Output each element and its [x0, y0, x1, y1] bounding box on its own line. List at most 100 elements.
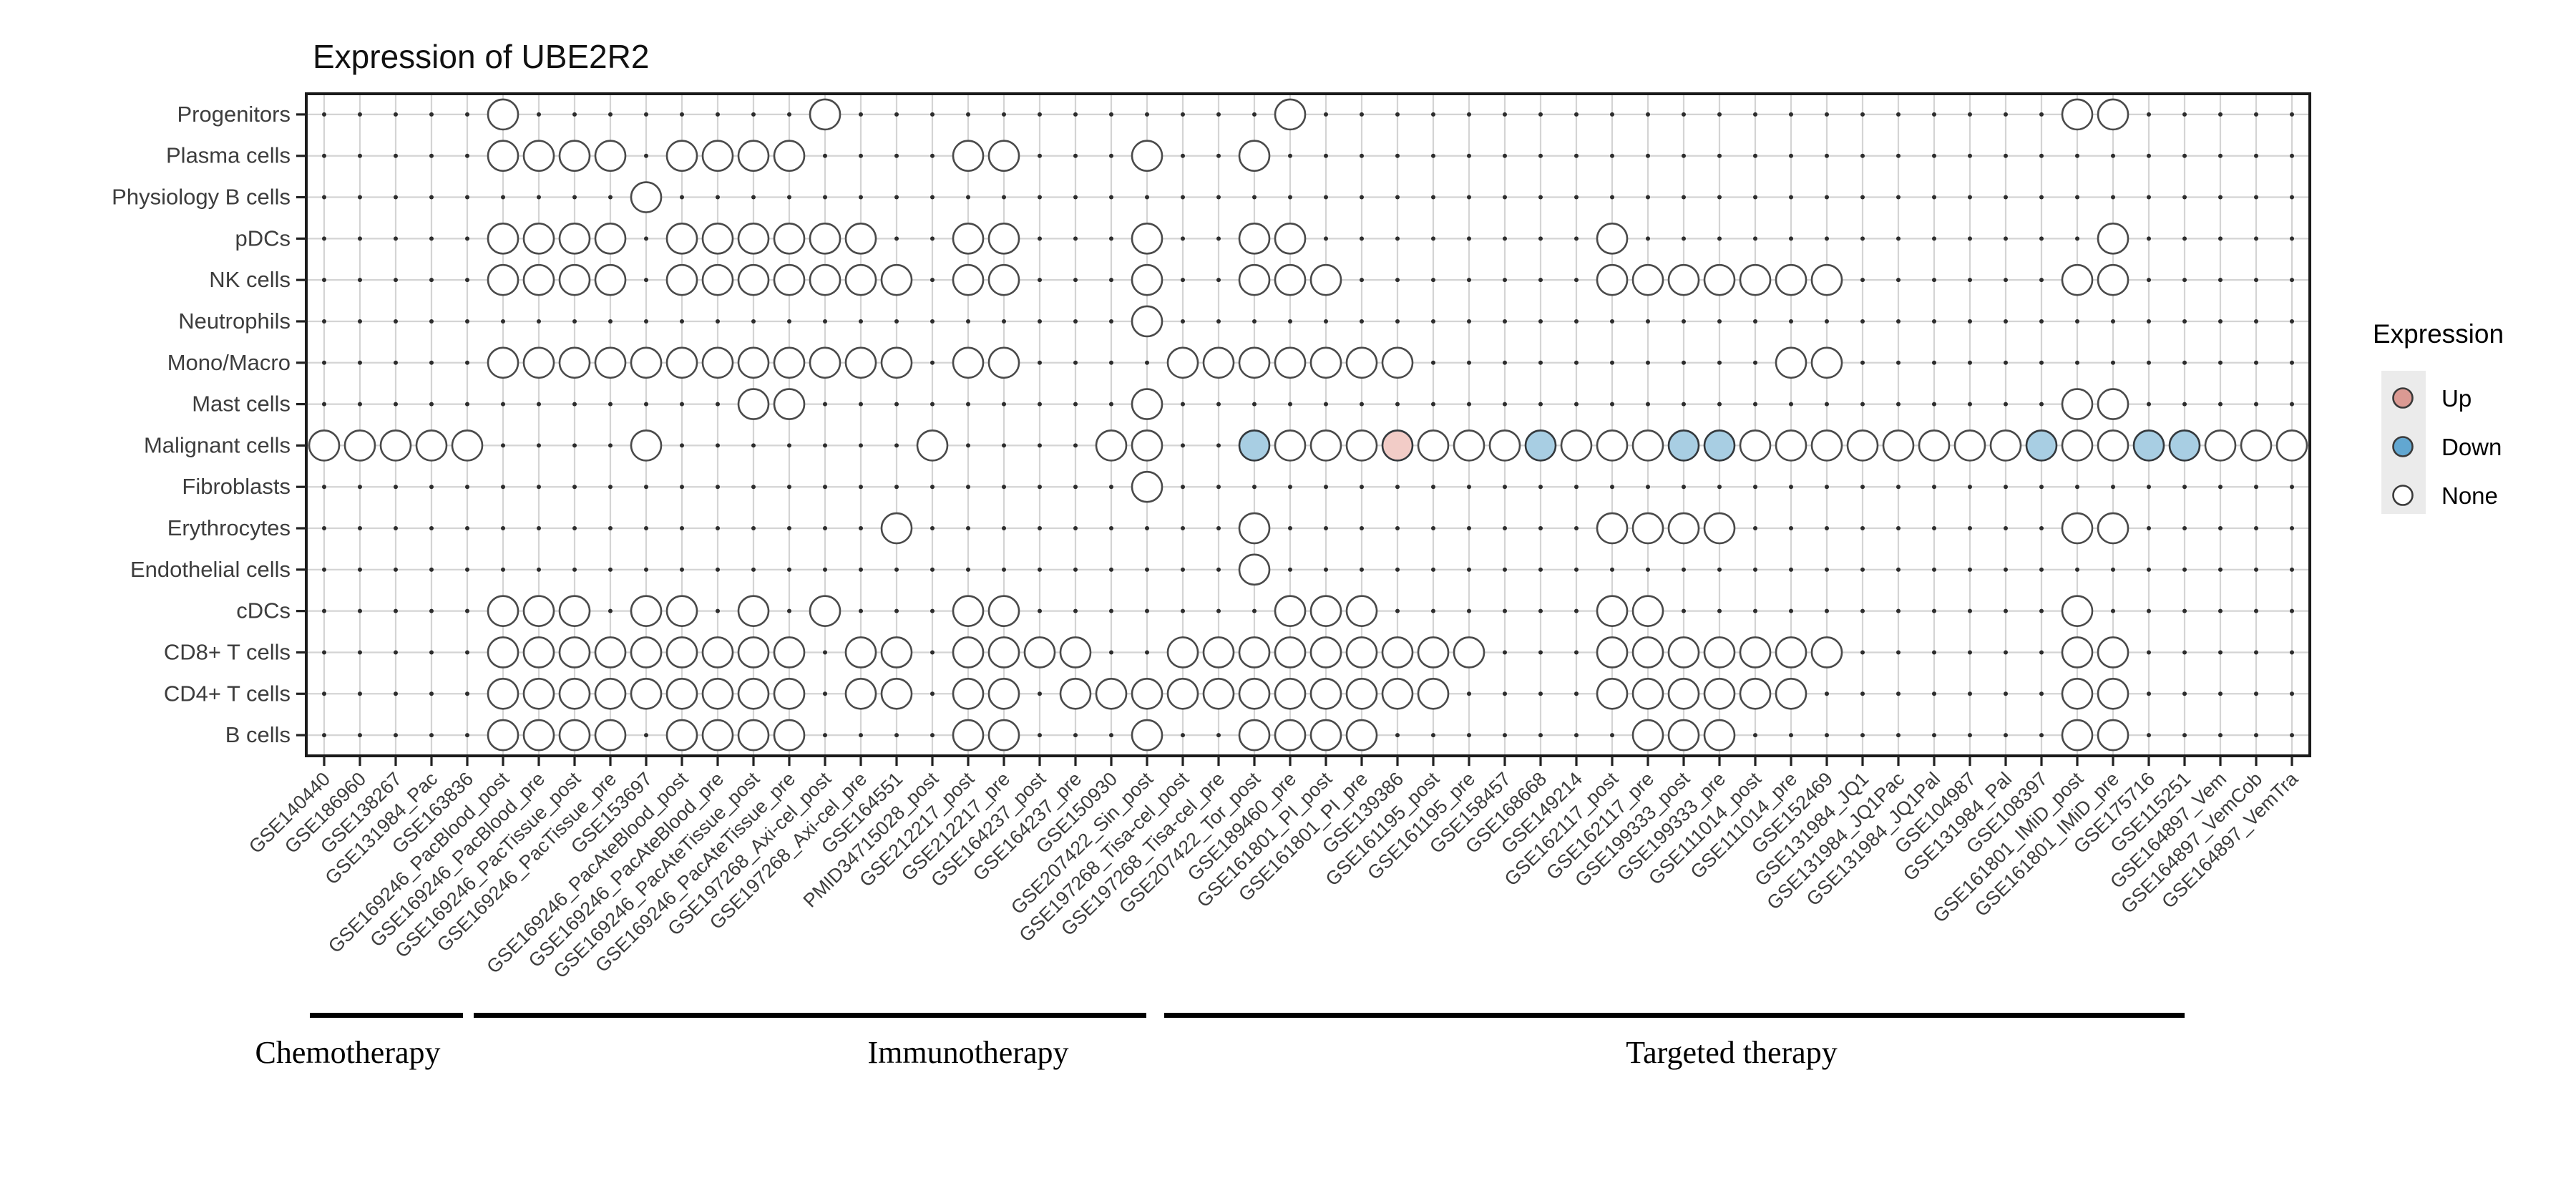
expression-circle-none	[2097, 512, 2129, 545]
grid-dot	[1109, 319, 1113, 324]
expression-circle-none	[880, 512, 913, 545]
grid-dot	[2039, 360, 2044, 365]
grid-dot	[1073, 567, 1078, 572]
grid-dot	[2218, 567, 2223, 572]
expression-circle-none	[701, 719, 734, 752]
grid-dot	[1646, 402, 1650, 407]
grid-dot	[930, 278, 935, 283]
expression-circle-none	[665, 223, 698, 255]
grid-dot	[2075, 360, 2079, 365]
grid-dot	[894, 567, 899, 572]
grid-dot	[1503, 195, 1507, 200]
grid-dot	[1360, 112, 1364, 117]
grid-dot	[1968, 650, 1972, 655]
expression-circle-none	[665, 719, 698, 752]
expression-circle-none	[773, 719, 806, 752]
grid-dot	[322, 153, 326, 158]
grid-dot	[1932, 567, 1936, 572]
expression-circle-none	[522, 719, 555, 752]
y-axis-label: Physiology B cells	[112, 185, 291, 210]
grid-dot	[2111, 485, 2115, 490]
grid-dot	[1467, 112, 1471, 117]
grid-dot	[1145, 567, 1149, 572]
plot-border	[305, 92, 2311, 757]
grid-dot	[2147, 567, 2151, 572]
grid-dot	[537, 319, 541, 324]
grid-dot	[1896, 650, 1901, 655]
expression-circle-none	[844, 636, 877, 669]
grid-dot	[1646, 153, 1650, 158]
expression-circle-none	[522, 677, 555, 710]
grid-dot	[2039, 608, 2044, 613]
grid-dot	[572, 526, 577, 531]
expression-circle-none	[1274, 429, 1307, 462]
expression-circle-none	[1309, 263, 1342, 296]
expression-circle-none	[415, 429, 448, 462]
grid-dot	[1896, 733, 1901, 738]
grid-dot	[358, 650, 362, 655]
grid-dot	[2147, 319, 2151, 324]
grid-dot	[716, 608, 720, 613]
grid-dot	[1503, 319, 1507, 324]
y-axis-label: CD4+ T cells	[164, 681, 291, 706]
grid-dot	[1073, 112, 1078, 117]
grid-dot	[1932, 526, 1936, 531]
grid-dot	[1324, 112, 1328, 117]
expression-circle-none	[1381, 677, 1414, 710]
grid-dot	[429, 236, 434, 241]
grid-dot	[394, 360, 398, 365]
grid-dot	[2218, 236, 2223, 241]
grid-dot	[1073, 195, 1078, 200]
grid-dot	[2039, 691, 2044, 696]
grid-dot	[716, 319, 720, 324]
grid-dot	[823, 526, 827, 531]
grid-dot	[894, 195, 899, 200]
grid-dot	[1324, 319, 1328, 324]
grid-dot	[930, 733, 935, 738]
expression-circle-none	[1667, 263, 1700, 296]
expression-circle-none	[701, 140, 734, 172]
expression-circle-none	[1131, 223, 1163, 255]
grid-dot	[1038, 278, 1042, 283]
grid-dot	[751, 112, 756, 117]
grid-dot	[1538, 526, 1543, 531]
grid-dot	[1467, 526, 1471, 531]
grid-dot	[751, 195, 756, 200]
grid-dot	[1360, 319, 1364, 324]
grid-dot	[930, 691, 935, 696]
grid-dot	[1503, 485, 1507, 490]
grid-dot	[1932, 608, 1936, 613]
grid-dot	[787, 112, 791, 117]
grid-dot	[1682, 608, 1686, 613]
grid-dot	[429, 153, 434, 158]
expression-circle-none	[1882, 429, 1915, 462]
expression-circle-none	[2097, 98, 2129, 131]
grid-dot	[2004, 733, 2008, 738]
grid-dot	[1753, 567, 1757, 572]
grid-dot	[2254, 278, 2258, 283]
grid-dot	[2039, 485, 2044, 490]
grid-dot	[429, 402, 434, 407]
grid-dot	[1789, 195, 1793, 200]
grid-dot	[1860, 195, 1865, 200]
grid-dot	[1252, 112, 1257, 117]
expression-circle-none	[1274, 346, 1307, 379]
expression-circle-none	[737, 140, 770, 172]
grid-dot	[859, 195, 863, 200]
grid-dot	[1968, 112, 1972, 117]
grid-dot	[1038, 360, 1042, 365]
grid-dot	[1860, 526, 1865, 531]
grid-dot	[1038, 526, 1042, 531]
grid-dot	[823, 443, 827, 448]
expression-circle-none	[1953, 429, 1986, 462]
grid-dot	[1932, 733, 1936, 738]
grid-dot	[1968, 195, 1972, 200]
grid-dot	[930, 526, 935, 531]
grid-dot	[1073, 319, 1078, 324]
grid-dot	[1968, 360, 1972, 365]
grid-dot	[1789, 733, 1793, 738]
grid-dot	[1860, 567, 1865, 572]
grid-dot	[1646, 319, 1650, 324]
grid-dot	[2182, 567, 2187, 572]
